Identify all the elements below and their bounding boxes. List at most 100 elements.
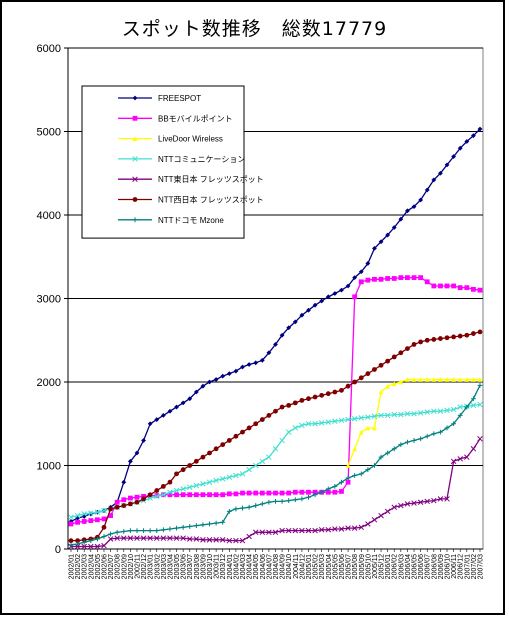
data-point <box>345 283 351 289</box>
data-point <box>404 501 411 507</box>
data-point <box>206 479 213 485</box>
x-tick-label: 2006/05 <box>412 554 419 579</box>
data-point <box>160 535 167 541</box>
data-point <box>305 527 312 534</box>
data-point <box>457 413 463 418</box>
data-point <box>121 503 127 508</box>
data-point <box>444 496 450 502</box>
data-point <box>140 535 147 541</box>
data-point <box>219 476 226 482</box>
data-point <box>411 204 417 210</box>
data-point <box>339 488 344 494</box>
data-point <box>68 521 74 527</box>
data-point <box>200 383 206 389</box>
data-point <box>127 495 133 501</box>
data-point <box>345 475 351 481</box>
data-point <box>319 298 325 304</box>
data-point <box>114 529 120 535</box>
x-tick-label: 2006/12 <box>458 554 465 579</box>
y-tick-label: 3000 <box>37 294 61 306</box>
data-point <box>108 531 113 537</box>
x-tick-label: 2005/03 <box>319 554 326 579</box>
data-point <box>259 529 266 536</box>
data-point <box>253 360 259 366</box>
x-tick-label: 2003/01 <box>148 554 155 579</box>
data-point <box>318 527 325 533</box>
y-tick-label: 4000 <box>37 210 61 222</box>
data-point <box>279 404 285 410</box>
legend-label: BBモバイルポイント <box>158 114 233 123</box>
data-point <box>378 412 384 419</box>
data-point <box>417 499 424 505</box>
data-point <box>444 407 450 414</box>
data-point <box>154 488 160 493</box>
x-tick-label: 2003/03 <box>161 554 168 579</box>
data-point <box>418 436 424 442</box>
data-point <box>141 528 146 534</box>
data-point <box>200 522 206 528</box>
data-point <box>312 394 318 400</box>
data-point <box>325 419 332 425</box>
data-point <box>372 367 377 372</box>
data-point <box>239 471 246 477</box>
data-point <box>306 307 311 313</box>
x-tick-label: 2005/09 <box>359 554 366 579</box>
data-point <box>279 437 285 444</box>
data-point <box>134 535 140 541</box>
x-tick-label: 2002/12 <box>141 554 148 579</box>
x-tick-label: 2004/04 <box>247 554 254 579</box>
data-point <box>141 438 146 443</box>
data-point <box>306 396 311 402</box>
data-point <box>411 410 417 417</box>
data-point <box>240 505 245 511</box>
legend-label: NTTドコモ Mzone <box>158 216 224 225</box>
data-point <box>471 377 476 382</box>
data-point <box>266 499 272 505</box>
data-point <box>464 139 470 144</box>
data-point <box>121 497 127 503</box>
data-point <box>75 538 80 544</box>
data-point <box>299 422 305 429</box>
data-point <box>114 535 120 541</box>
data-point <box>451 334 457 340</box>
data-point <box>207 492 212 498</box>
data-point <box>338 417 345 424</box>
data-point <box>332 489 338 495</box>
data-point <box>285 429 292 435</box>
data-point <box>220 519 226 525</box>
data-point <box>239 537 246 544</box>
data-point <box>312 492 318 498</box>
data-point <box>372 463 377 468</box>
data-point <box>259 490 265 496</box>
data-point <box>424 187 430 193</box>
data-point <box>286 325 292 331</box>
data-point <box>378 239 384 245</box>
data-point <box>101 507 107 514</box>
data-point <box>418 377 424 382</box>
data-point <box>266 490 272 496</box>
data-point <box>378 454 384 460</box>
data-point <box>299 397 305 403</box>
data-point <box>325 294 331 300</box>
data-point <box>101 542 107 549</box>
data-point <box>154 493 160 498</box>
x-tick-label: 2003/12 <box>220 554 227 579</box>
data-point <box>279 527 285 534</box>
data-point <box>332 291 338 296</box>
data-point <box>246 466 252 473</box>
data-point <box>174 525 179 531</box>
data-point <box>134 450 140 456</box>
data-point <box>147 492 153 498</box>
legend-marker <box>132 217 138 223</box>
y-tick-label: 5000 <box>37 127 61 139</box>
data-point <box>338 526 345 532</box>
data-point <box>365 277 371 283</box>
data-point <box>134 528 140 534</box>
data-point <box>68 542 74 548</box>
data-point <box>200 492 206 498</box>
data-point <box>101 524 107 530</box>
data-point <box>266 454 272 460</box>
data-point <box>200 537 206 543</box>
x-tick-label: 2004/08 <box>273 554 280 579</box>
data-point <box>405 346 410 351</box>
